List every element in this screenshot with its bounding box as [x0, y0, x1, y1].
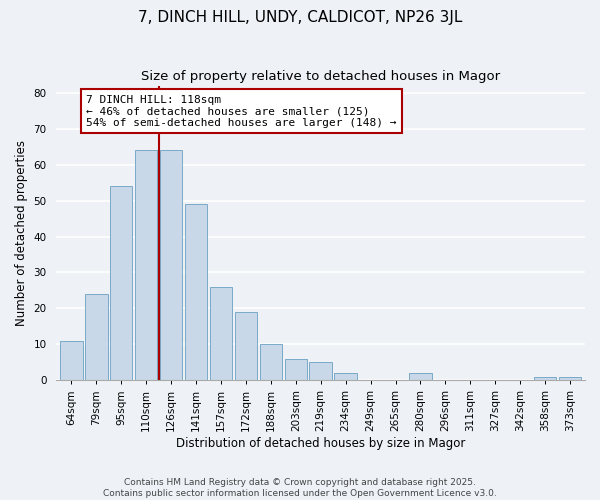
- Bar: [559, 376, 581, 380]
- Bar: [185, 204, 207, 380]
- X-axis label: Distribution of detached houses by size in Magor: Distribution of detached houses by size …: [176, 437, 466, 450]
- Bar: [260, 344, 282, 380]
- Bar: [60, 341, 83, 380]
- Bar: [334, 373, 357, 380]
- Bar: [85, 294, 107, 380]
- Bar: [160, 150, 182, 380]
- Bar: [135, 150, 157, 380]
- Text: 7, DINCH HILL, UNDY, CALDICOT, NP26 3JL: 7, DINCH HILL, UNDY, CALDICOT, NP26 3JL: [138, 10, 462, 25]
- Bar: [110, 186, 133, 380]
- Bar: [235, 312, 257, 380]
- Y-axis label: Number of detached properties: Number of detached properties: [15, 140, 28, 326]
- Text: Contains HM Land Registry data © Crown copyright and database right 2025.
Contai: Contains HM Land Registry data © Crown c…: [103, 478, 497, 498]
- Bar: [409, 373, 431, 380]
- Text: 7 DINCH HILL: 118sqm
← 46% of detached houses are smaller (125)
54% of semi-deta: 7 DINCH HILL: 118sqm ← 46% of detached h…: [86, 94, 397, 128]
- Bar: [310, 362, 332, 380]
- Bar: [534, 376, 556, 380]
- Title: Size of property relative to detached houses in Magor: Size of property relative to detached ho…: [141, 70, 500, 83]
- Bar: [210, 287, 232, 380]
- Bar: [284, 358, 307, 380]
